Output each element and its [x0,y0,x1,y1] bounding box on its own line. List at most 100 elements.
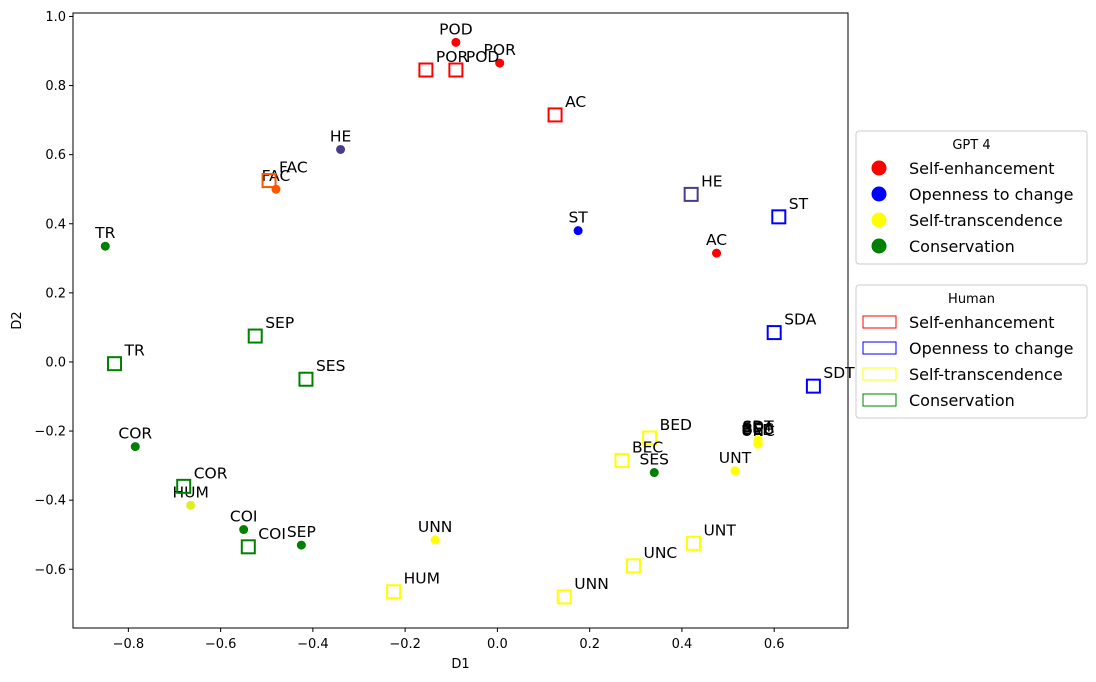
human-point-label: AC [565,93,586,111]
x-axis-label: D1 [451,657,469,672]
human-point [614,452,630,468]
gpt4-point-label: TR [94,224,115,242]
gpt4-point [495,58,505,68]
gpt4-point-label: HE [330,127,351,145]
x-tick-label: 0.4 [672,637,693,652]
legend-box [855,284,1088,419]
human-point-label: SEP [265,314,294,332]
human-point [556,589,572,605]
gpt4-point [753,439,763,449]
legend-marker [871,212,887,228]
human-point-label: BEC [632,438,663,456]
gpt4-point [573,226,583,236]
x-tick-label: 0.6 [764,637,785,652]
legend-entry-label: Self-enhancement [909,313,1055,332]
human-point-label: COI [258,525,286,543]
x-tick-label: −0.2 [389,637,421,652]
gpt4-point-label: UNN [418,518,453,536]
legend-entry-label: Conservation [909,237,1015,256]
gpt4-point [130,442,140,452]
x-tick-label: −0.4 [297,637,329,652]
human-point [298,371,314,387]
gpt4-point [712,248,722,258]
human-point [771,209,787,225]
gpt4-point-label: AC [706,231,727,249]
human-point [176,478,192,494]
x-tick-label: 0.2 [579,637,600,652]
human-point [448,62,464,78]
y-tick-label: 0.2 [45,286,66,301]
legend-human: Human Self-enhancement Openness to change S… [855,284,1088,419]
legend-marker [862,341,897,355]
gpt4-point-label: ST [568,209,588,227]
plot-area: −0.8 −0.6 −0.4 −0.2 0.0 0.2 0.4 0.6 −0.6 −0.4 −0.2… [10,10,855,672]
y-tick-label: 0.6 [45,148,66,163]
gpt4-point-label: BEC [742,420,773,438]
y-tick-label: 0.0 [45,355,66,370]
human-point-label: POR [436,48,469,66]
gpt4-point-label: POD [439,20,473,38]
gpt4-point [100,241,110,251]
human-point [683,186,699,202]
gpt4-point-label: SDT [742,418,774,436]
human-point-label: SDA [784,311,817,329]
human-point-label: UNT [703,521,736,539]
human-point [625,558,641,574]
gpt4-point [239,525,249,535]
gpt4-point-label: SDA [742,419,775,437]
human-point-label: COR [194,464,228,482]
human-point-label: UNN [574,575,609,593]
legend-entry-label: Openness to change [909,339,1074,358]
gpt4-point-label: UNT [719,449,752,467]
legend-entry-label: Conservation [909,391,1015,410]
legend-marker [871,186,887,202]
y-tick-label: 1.0 [45,10,66,25]
human-point [247,328,263,344]
human-point-label: UNC [643,544,677,562]
gpt4-point-label: SES [640,451,669,469]
plot-frame [72,12,849,629]
human-point-label: POD [466,48,500,66]
gpt4-point-label: BED [742,421,774,439]
gpt4-point [430,535,440,545]
legend-entry-label: Self-enhancement [909,159,1055,178]
legend-entry-label: Self-transcendence [909,211,1063,230]
gpt4-point-label: UNC [741,422,775,440]
human-point [642,430,658,446]
human-point [547,107,563,123]
y-tick-label: −0.4 [34,494,66,509]
gpt4-point [451,37,461,47]
legend-gpt4: GPT 4 Self-enhancement Openness to change S… [855,130,1088,265]
gpt4-point [296,540,306,550]
gpt4-point-label: SEP [287,523,316,541]
legend-marker [862,315,897,329]
gpt4-point [649,468,659,478]
human-point-label: FAC [279,159,308,177]
gpt4-point-label: COR [118,425,152,443]
human-point [805,378,821,394]
human-point [766,325,782,341]
human-point-label: SES [316,357,345,375]
legend-marker [871,160,887,176]
y-tick-label: −0.2 [34,425,66,440]
gpt4-point-label: POR [484,41,517,59]
human-point [107,356,123,372]
y-axis-label: D2 [10,311,25,329]
human-point-label: TR [124,342,145,360]
human-point [386,584,402,600]
x-tick-label: −0.6 [205,637,237,652]
y-tick-label: 0.8 [45,79,66,94]
human-point [261,173,277,189]
legend-marker [862,393,897,407]
human-point [240,539,256,555]
human-point-label: HE [701,172,722,190]
human-point-label: BED [660,416,692,434]
human-point [685,535,701,551]
human-point [418,62,434,78]
legend-box [855,130,1088,265]
gpt4-point-label: COI [230,508,258,526]
gpt4-point [186,500,196,510]
gpt4-point [730,466,740,476]
